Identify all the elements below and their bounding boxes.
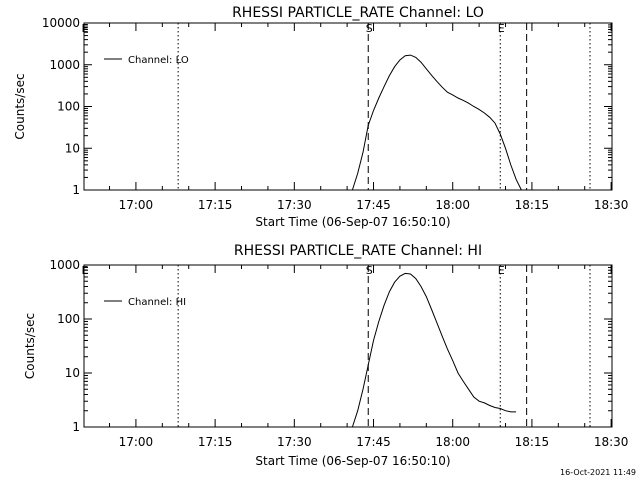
x-tick-label: 18:00 [435, 198, 470, 212]
x-tick-label: 18:00 [435, 435, 470, 449]
legend-label: Channel: HI [128, 297, 186, 308]
chart-title: RHESSI PARTICLE_RATE Channel: LO [232, 5, 484, 21]
x-tick-label: 17:00 [119, 198, 154, 212]
x-tick-label: 17:45 [356, 198, 391, 212]
y-tick-label: 100 [57, 312, 80, 326]
marker-label: E [498, 22, 505, 35]
marker-label: S [366, 22, 373, 35]
x-tick-label: 17:30 [277, 435, 312, 449]
plot-frame [83, 22, 613, 191]
y-tick-label: 1000 [49, 58, 80, 72]
x-tick-label: 18:15 [515, 435, 550, 449]
x-tick-label: 18:30 [594, 198, 629, 212]
x-tick-label: 17:45 [356, 435, 391, 449]
marker-label: E [498, 264, 505, 277]
panel-lo: RHESSI PARTICLE_RATE Channel: LO E S E 1 10 10… [13, 5, 628, 229]
x-axis-label: Start Time (06-Sep-07 16:50:10) [255, 454, 450, 468]
y-tick-label: 1 [72, 183, 80, 197]
footer-timestamp: 16-Oct-2021 11:49 [560, 468, 636, 477]
y-tick-label: 100 [57, 100, 80, 114]
x-tick-label: 18:30 [594, 435, 629, 449]
y-tick-label: 10 [65, 366, 80, 380]
x-tick-label: 17:15 [198, 435, 233, 449]
marker-label: E [82, 22, 89, 35]
y-tick-label: 1 [72, 420, 80, 434]
x-tick-label: 18:15 [515, 198, 550, 212]
y-tick-label: 10 [65, 141, 80, 155]
panel-hi: RHESSI PARTICLE_RATE Channel: HIE S E11010… [23, 243, 628, 468]
x-tick-label: 17:00 [119, 435, 154, 449]
y-axis-label: Counts/sec [23, 313, 37, 379]
x-tick-label: 17:30 [277, 198, 312, 212]
x-tick-label: 17:15 [198, 198, 233, 212]
y-tick-label: 10000 [42, 16, 80, 30]
y-axis-label: Counts/sec [13, 73, 27, 139]
series-line [351, 54, 522, 191]
series-line [351, 272, 517, 428]
chart-title: RHESSI PARTICLE_RATE Channel: HI [234, 243, 482, 259]
marker-label: S [366, 264, 373, 277]
x-axis-label: Start Time (06-Sep-07 16:50:10) [255, 215, 450, 229]
plot-frame [83, 264, 613, 428]
legend-label: Channel: LO [128, 55, 189, 66]
y-tick-label: 1000 [49, 258, 80, 272]
